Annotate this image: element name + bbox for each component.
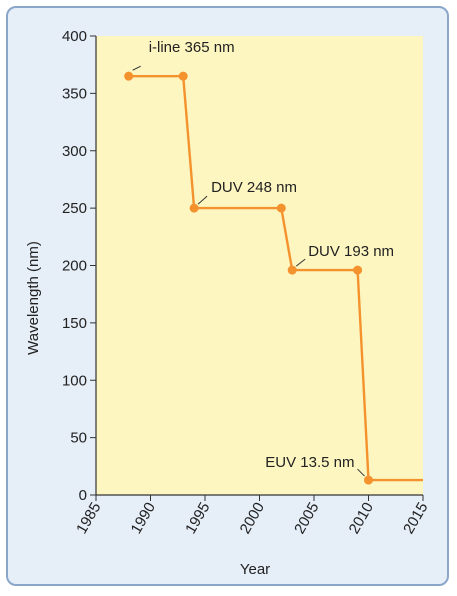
series-line xyxy=(128,75,423,482)
x-tick-label: 2000 xyxy=(237,500,268,537)
x-tick-label: 2005 xyxy=(291,500,322,537)
annotation-arrow xyxy=(295,258,306,267)
annotation-label: DUV 193 nm xyxy=(308,243,394,260)
x-tick-label: 1985 xyxy=(73,500,104,537)
x-tick-label: 2010 xyxy=(346,500,377,537)
y-tick-label: 150 xyxy=(62,315,87,332)
annotation-arrow xyxy=(197,195,208,205)
y-tick-label: 400 xyxy=(62,28,87,45)
data-point xyxy=(287,265,297,275)
data-point xyxy=(364,475,373,485)
data-point xyxy=(189,203,199,213)
y-tick-label: 350 xyxy=(62,85,87,102)
y-tick-label: 50 xyxy=(70,430,87,447)
y-tick-label: 250 xyxy=(62,200,87,217)
x-axis-label: Year xyxy=(240,561,270,578)
plot-area xyxy=(96,36,423,495)
annotation-arrow xyxy=(132,65,141,71)
data-point xyxy=(124,71,134,81)
annotation-arrow xyxy=(357,468,365,477)
annotation-label: i-line 365 nm xyxy=(149,39,235,56)
annotations: i-line 365 nm DUV 248 nm DUV 193 nm EUV 13.… xyxy=(132,39,394,477)
data-point xyxy=(276,203,286,213)
x-tick-label: 2015 xyxy=(400,500,431,537)
y-axis-label: Wavelength (nm) xyxy=(25,241,42,355)
y-tick-label: 100 xyxy=(62,372,87,389)
y-tick-label: 300 xyxy=(62,143,87,160)
annotation-label: EUV 13.5 nm xyxy=(265,454,354,471)
data-point xyxy=(178,71,188,81)
x-tick-label: 1995 xyxy=(182,500,213,537)
x-tick-label: 1990 xyxy=(128,500,159,537)
data-point xyxy=(353,265,363,275)
y-tick-label: 200 xyxy=(62,258,87,275)
y-tick-label: 0 xyxy=(79,487,87,504)
annotation-label: DUV 248 nm xyxy=(211,179,297,196)
series-layer xyxy=(124,71,423,485)
